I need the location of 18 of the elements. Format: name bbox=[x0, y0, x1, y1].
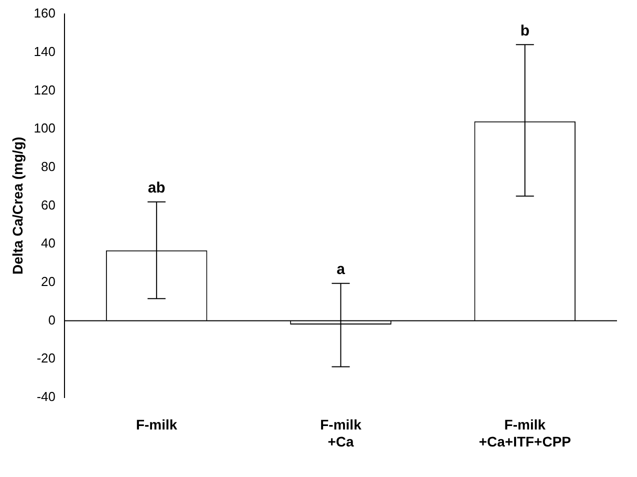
y-tick-label: 140 bbox=[34, 44, 56, 59]
annotation: ab bbox=[148, 180, 166, 197]
y-tick-label: 100 bbox=[34, 120, 56, 136]
x-tick-label: F-milk bbox=[136, 416, 178, 433]
annotation: a bbox=[336, 260, 346, 278]
x-tick-label: F-milk +Ca+ITF+CPP bbox=[478, 416, 572, 450]
annotation: b bbox=[520, 22, 530, 40]
y-tick-label: 160 bbox=[34, 6, 56, 21]
y-tick-label: 120 bbox=[34, 82, 56, 98]
y-tick-label: 40 bbox=[41, 236, 56, 251]
y-tick-label: 80 bbox=[41, 158, 56, 174]
y-tick-label: 20 bbox=[41, 274, 56, 289]
y-tick-label: -20 bbox=[36, 350, 56, 366]
x-tick-label: F-milk +Ca bbox=[320, 416, 362, 450]
y-tick-label: 60 bbox=[41, 197, 56, 212]
y-axis-title: Delta Ca/Crea (mg/g) bbox=[9, 136, 26, 275]
y-tick-label: -40 bbox=[36, 388, 56, 404]
y-tick-label: 0 bbox=[48, 312, 56, 328]
